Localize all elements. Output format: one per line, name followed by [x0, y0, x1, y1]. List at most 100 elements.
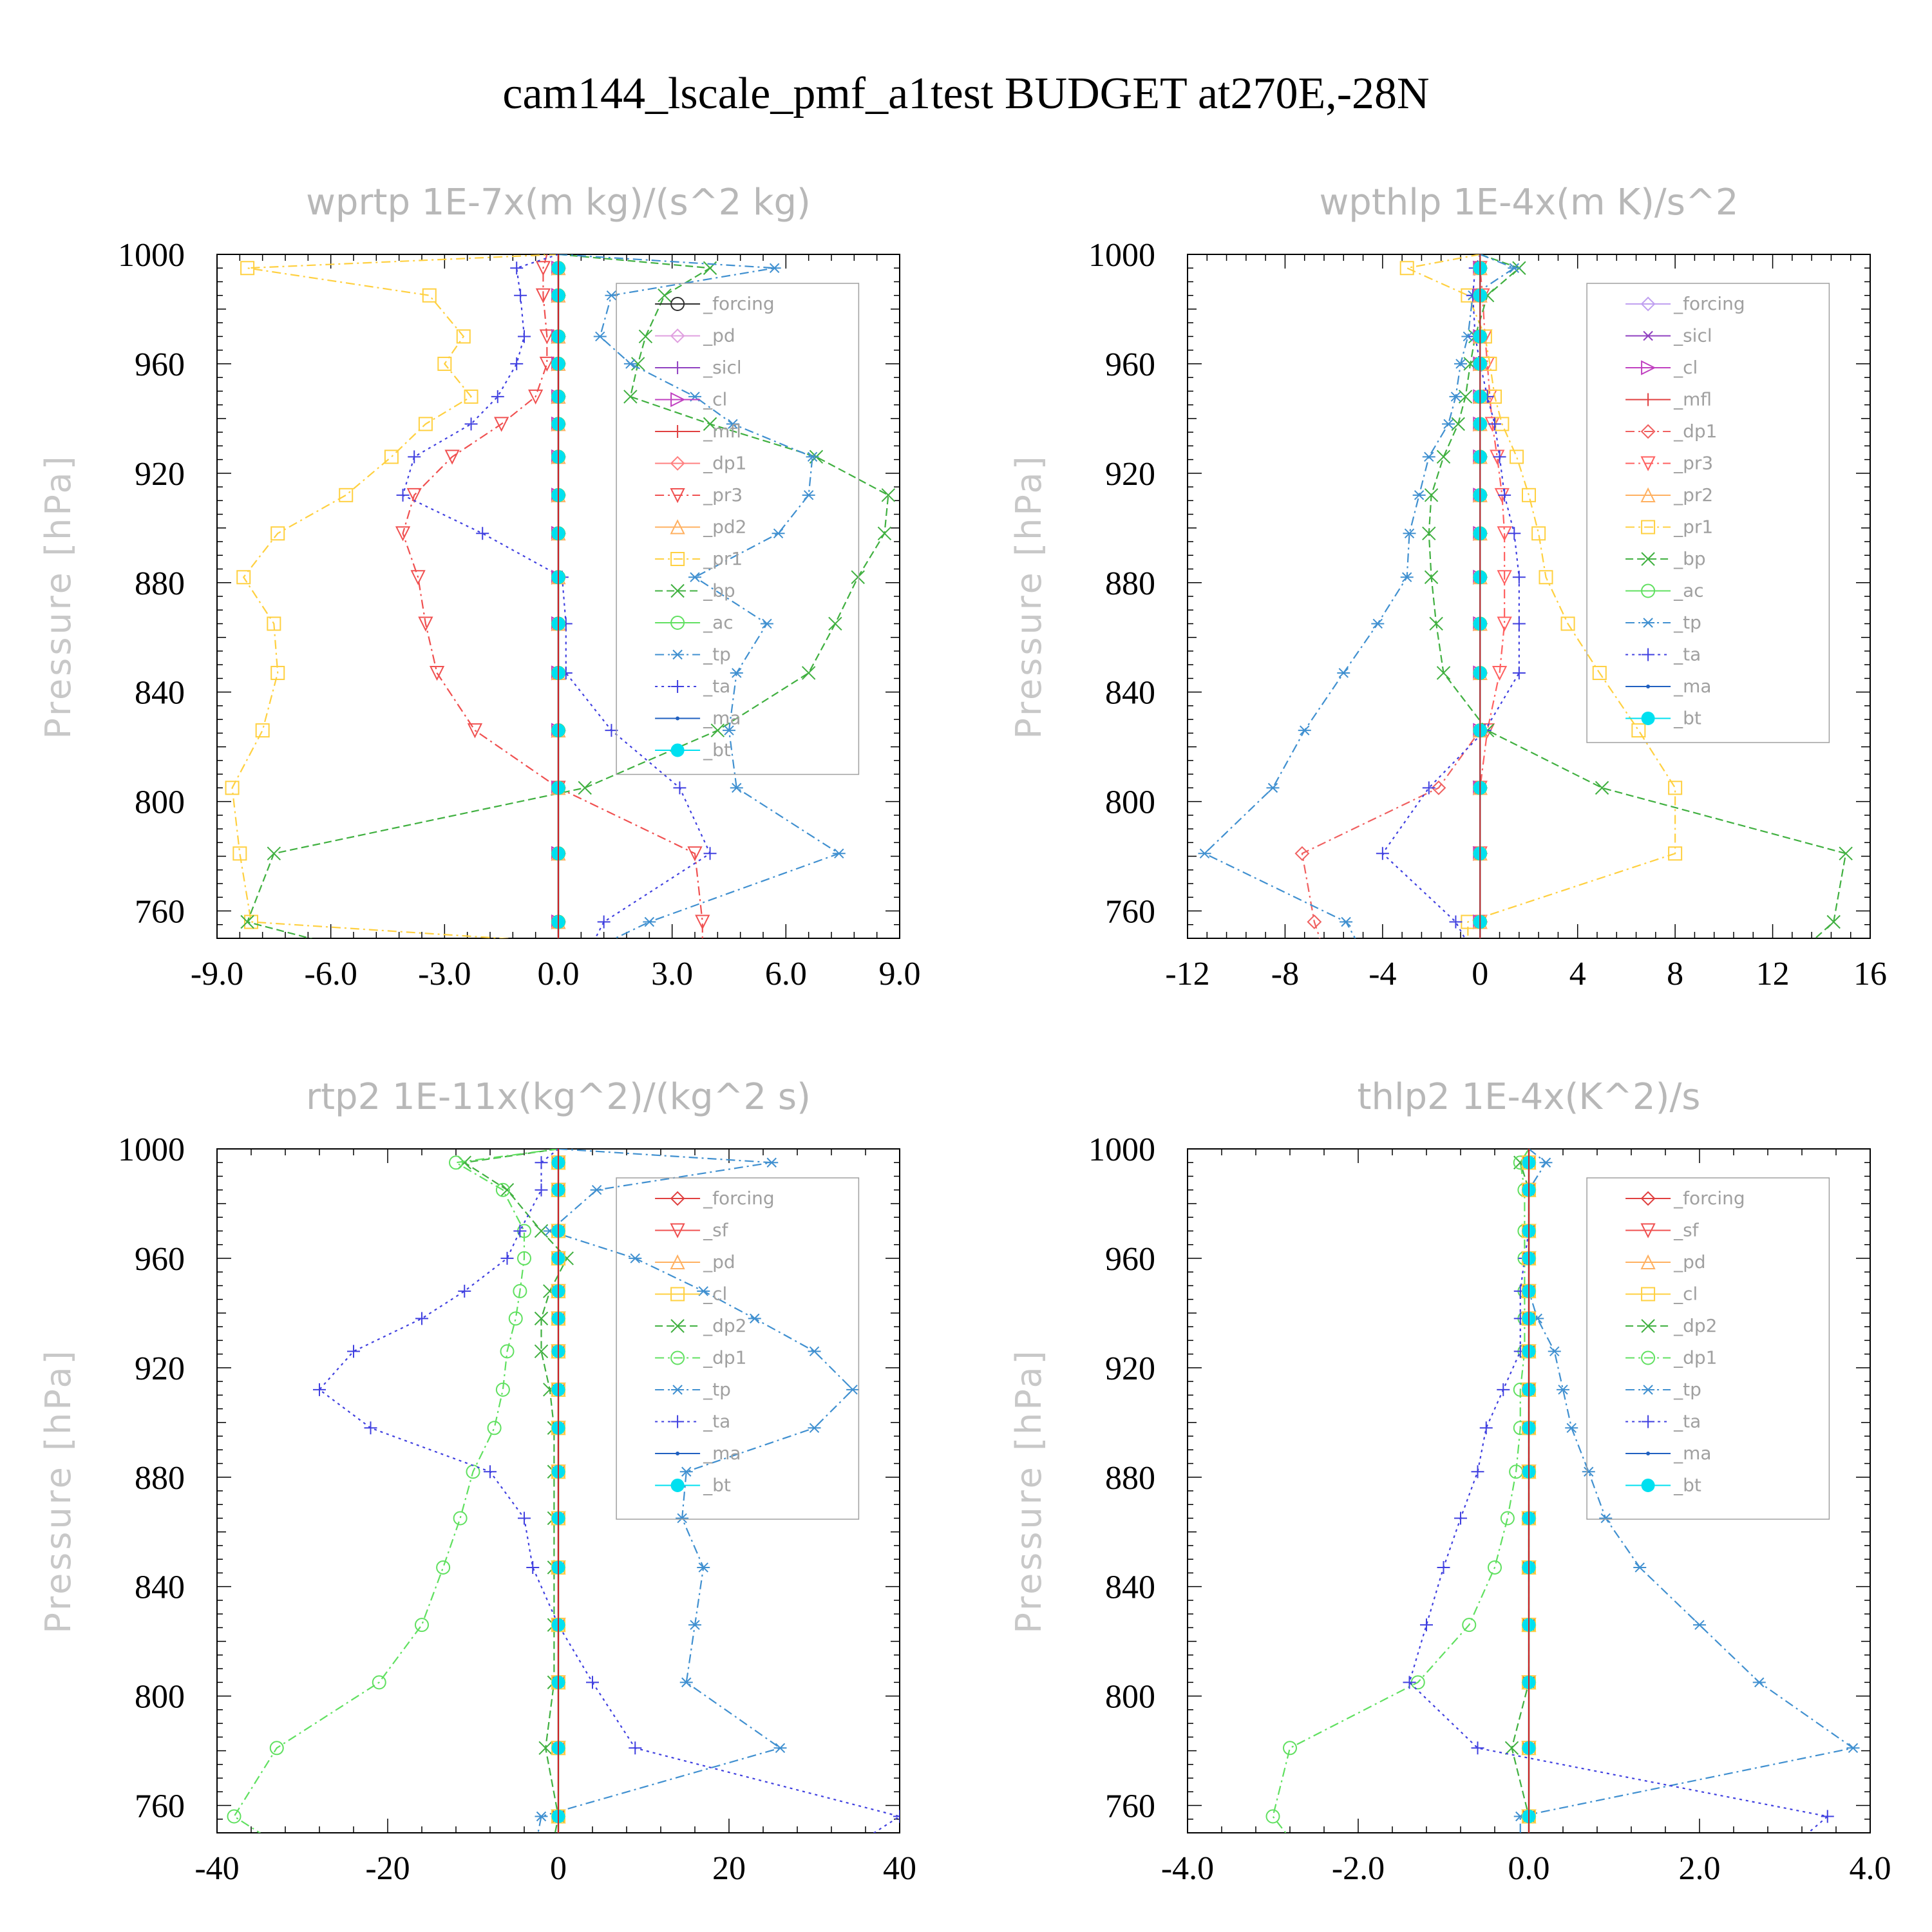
- series-dp1: [1294, 254, 1488, 938]
- data-point: [1497, 616, 1512, 632]
- x-tick-label: 0: [1472, 956, 1488, 992]
- legend-label: _ac: [703, 612, 734, 633]
- data-point: [593, 331, 607, 342]
- data-point: [703, 417, 717, 431]
- legend: _forcing _pd _sicl _cl _mfl _dp1 _pr3 _pd2 _pr1 _…: [616, 283, 860, 775]
- x-tick-label: 3.0: [651, 956, 693, 992]
- data-point: [697, 1562, 710, 1573]
- data-point: [225, 781, 240, 795]
- legend-marker: [1641, 583, 1656, 598]
- y-tick-label: 800: [1105, 784, 1155, 821]
- data-point: [726, 419, 739, 430]
- legend-box: [1586, 1177, 1830, 1520]
- chart-panel-3: rtp2 1E-11x(kg^2)/(kg^2 s) Pressure [hPa]…: [38, 1076, 916, 1887]
- legend-marker: [670, 488, 685, 504]
- legend-item: _ma: [655, 1443, 741, 1464]
- data-point: [629, 1741, 642, 1755]
- data-point: [535, 288, 551, 303]
- data-point: [578, 781, 592, 795]
- x-tick-label: -2.0: [1332, 1850, 1385, 1887]
- y-tick-label: 840: [1105, 675, 1155, 712]
- data-point: [487, 1421, 502, 1435]
- legend-item: _bt: [655, 1475, 731, 1496]
- legend-item: _dp1: [655, 453, 746, 474]
- data-point: [464, 389, 478, 404]
- legend-label: _ta: [1673, 644, 1701, 665]
- legend-marker: [1642, 1415, 1655, 1428]
- x-tick-label: -9.0: [191, 956, 243, 992]
- y-tick-label: 800: [135, 1679, 185, 1716]
- y-tick-label: 1000: [118, 1132, 185, 1168]
- y-tick-label: 760: [1105, 1788, 1155, 1825]
- legend-marker: [1640, 487, 1656, 502]
- legend-marker: [671, 649, 685, 660]
- legend-marker: [1642, 393, 1655, 406]
- data-point: [1403, 1676, 1416, 1689]
- data-point: [535, 1183, 548, 1197]
- legend-item: _forcing: [1625, 293, 1745, 314]
- legend-item: _ta: [1625, 1411, 1701, 1432]
- data-point: [453, 1511, 468, 1526]
- data-point: [535, 261, 551, 276]
- data-point: [597, 915, 611, 929]
- legend-marker: [1640, 296, 1656, 312]
- data-point: [851, 570, 865, 584]
- data-point: [406, 488, 422, 504]
- plot-area: [225, 254, 896, 938]
- data-point: [518, 1511, 531, 1525]
- legend-marker: [670, 1191, 685, 1206]
- data-point: [1592, 665, 1607, 680]
- legend-item: _sf: [655, 1220, 729, 1241]
- data-point: [832, 848, 846, 859]
- y-tick-label: 760: [135, 894, 185, 931]
- legend-item: _dp1: [1625, 1347, 1717, 1368]
- legend-label: _sicl: [703, 357, 742, 378]
- x-tick-label: -4.0: [1161, 1850, 1214, 1887]
- data-point: [1436, 450, 1451, 464]
- legend-item: _pr3: [655, 484, 743, 506]
- data-point: [695, 914, 710, 930]
- data-point: [1471, 1465, 1484, 1479]
- legend-item: _pd2: [655, 516, 746, 538]
- legend-label: _cl: [1673, 1283, 1698, 1305]
- series-tp: [558, 254, 846, 938]
- series-line: [1381, 254, 1520, 938]
- legend-item: _tp: [1625, 1379, 1701, 1400]
- legend-marker: [671, 680, 685, 693]
- chart-panel-1: wprtp 1E-7x(m kg)/(s^2 kg) Pressure [hPa]…: [38, 182, 921, 992]
- legend-item: _bp: [1625, 548, 1706, 569]
- legend-label: _forcing: [703, 293, 775, 314]
- data-point: [586, 1676, 599, 1689]
- plot-area: [227, 1149, 900, 1833]
- series-line: [558, 254, 841, 938]
- data-point: [1595, 781, 1609, 795]
- legend-marker: [670, 297, 685, 311]
- legend-marker: [676, 716, 680, 721]
- panel-title: rtp2 1E-11x(kg^2)/(kg^2 s): [306, 1076, 811, 1118]
- legend-item: _pr3: [1625, 453, 1713, 474]
- legend-item: _dp1: [655, 1347, 746, 1368]
- data-point: [828, 616, 842, 631]
- data-point: [1340, 916, 1353, 927]
- data-point: [267, 616, 281, 631]
- data-point: [1539, 1157, 1553, 1168]
- data-point: [1294, 846, 1310, 861]
- data-point: [535, 1811, 548, 1822]
- data-point: [1508, 527, 1521, 540]
- data-point: [808, 1346, 821, 1357]
- legend-item: _forcing: [655, 293, 775, 314]
- data-point: [1403, 528, 1416, 539]
- legend-label: _pd: [703, 325, 735, 346]
- data-point: [508, 1311, 523, 1326]
- data-point: [458, 1284, 471, 1298]
- legend-item: _ma: [1625, 676, 1712, 697]
- legend-marker: [1642, 330, 1655, 341]
- series-dp1: [1265, 1149, 1532, 1833]
- data-point: [1449, 392, 1463, 402]
- y-tick-label: 960: [1105, 346, 1155, 383]
- data-point: [1548, 1346, 1561, 1357]
- data-point: [1752, 1677, 1766, 1688]
- legend-label: _forcing: [703, 1188, 775, 1209]
- y-tick-label: 880: [1105, 1460, 1155, 1497]
- y-axis-label: Pressure [hPa]: [1009, 1348, 1049, 1633]
